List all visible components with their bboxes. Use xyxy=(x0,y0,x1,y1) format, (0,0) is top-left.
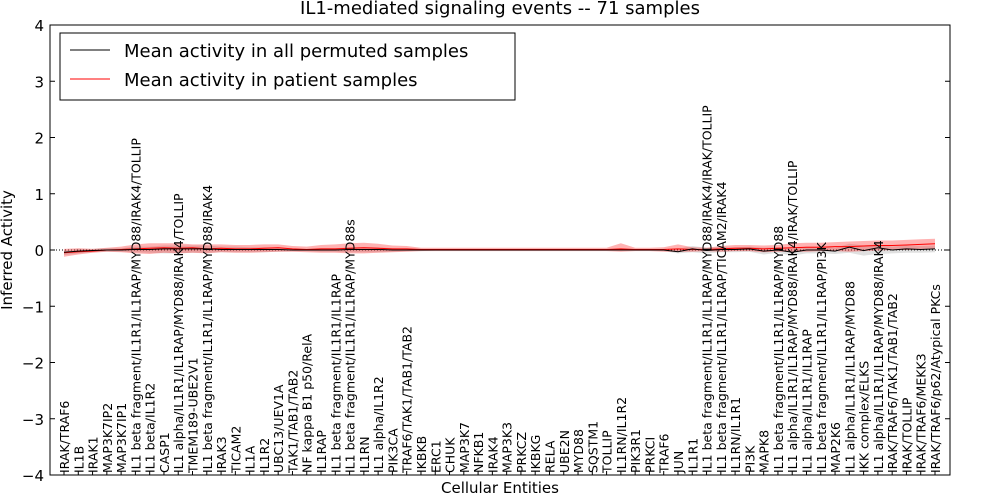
y-tick-label: 4 xyxy=(34,17,44,35)
x-tick-label: IL1 alpha/IL1R1/IL1RAP xyxy=(799,329,814,473)
x-tick-label: TOLLIP xyxy=(600,430,615,474)
x-tick-label: IL1RAP xyxy=(314,430,329,473)
x-tick-label: IL1 beta/IL1R2 xyxy=(143,383,158,473)
x-tick-label: IRAK4 xyxy=(485,436,500,473)
x-tick-label: IL1R2 xyxy=(257,438,272,473)
x-tick-label: IL1 alpha/IL1R2 xyxy=(371,376,386,473)
x-tick-label: PI3K xyxy=(742,445,757,473)
legend-label-patient: Mean activity in patient samples xyxy=(124,70,418,91)
x-tick-label: IKK complex/ELKS xyxy=(857,361,872,473)
x-tick-label: IKBKG xyxy=(528,435,543,473)
x-tick-label: TRAF6/TAK1/TAB1/TAB2 xyxy=(400,326,415,474)
x-tick-label: MAP2K6 xyxy=(828,422,843,473)
x-tick-label: MYD88 xyxy=(571,429,586,473)
x-tick-label: IRAK3 xyxy=(214,436,229,473)
x-tick-label: IRAK/TOLLIP xyxy=(899,397,914,473)
x-tick-label: MAP3K7IP1 xyxy=(114,403,129,473)
x-tick-label: JUN xyxy=(671,451,686,474)
y-tick-label: 3 xyxy=(34,73,44,91)
x-tick-label: IL1A xyxy=(243,445,258,473)
x-tick-label: MAP3K7 xyxy=(457,422,472,473)
y-axis-label: Inferred Activity xyxy=(0,190,16,310)
x-tick-label: TRAF6 xyxy=(657,433,672,474)
y-tick-label: −1 xyxy=(22,298,44,316)
x-tick-label: NF kappa B1 p50/RelA xyxy=(300,333,315,473)
x-tick-label: TICAM2 xyxy=(228,426,243,474)
legend-box xyxy=(59,32,516,101)
legend-label-permuted: Mean activity in all permuted samples xyxy=(124,41,468,62)
x-tick-label: IL1 beta fragment/IL1R1/IL1RAP/MYD88/IRA… xyxy=(200,185,215,473)
x-tick-label: IRAK/TRAF6/p62/Atypical PKCs xyxy=(928,284,943,473)
x-tick-label: IL1R1 xyxy=(685,438,700,473)
x-tick-label: MAPK8 xyxy=(757,430,772,473)
x-tick-label: IL1 alpha/IL1R1/IL1RAP/MYD88/IRAK4/IRAK/… xyxy=(785,160,800,473)
x-tick-label: IL1 beta fragment/IL1R1/IL1RAP/MYD88s xyxy=(343,219,358,473)
x-tick-label: IL1 alpha/IL1R1/IL1RAP/MYD88 xyxy=(842,281,857,473)
legend: Mean activity in all permuted samples Me… xyxy=(59,32,516,101)
x-tick-label: RELA xyxy=(542,440,557,473)
x-tick-label: IRAK1 xyxy=(86,436,101,473)
x-tick-label: PIK3CA xyxy=(385,428,400,473)
permuted-mean-line xyxy=(63,246,936,253)
x-tick-label: IL1 beta fragment/IL1R1/IL1RAP/TICAM2/IR… xyxy=(714,182,729,473)
x-tick-label: IRAK/TRAF6/TAK1/TAB1/TAB2 xyxy=(885,293,900,473)
x-tick-label: CASP1 xyxy=(157,432,172,473)
y-tick-label: 0 xyxy=(34,242,44,260)
x-tick-label: IKBKB xyxy=(414,436,429,473)
x-tick-label: IL1B xyxy=(71,446,86,473)
x-tick-label: CHUK xyxy=(443,437,458,473)
x-tick-label: IL1 alpha/IL1R1/IL1RAP/MYD88/IRAK4/TOLLI… xyxy=(171,193,186,473)
x-tick-label: NFKB1 xyxy=(471,432,486,473)
x-tick-label: IL1RN xyxy=(357,436,372,473)
x-tick-label: TAK1/TAB1/TAB2 xyxy=(285,370,300,474)
patient-band xyxy=(64,238,935,257)
y-tick-label: −3 xyxy=(22,411,44,429)
y-tick-label: 2 xyxy=(34,130,44,148)
x-tick-label: IRAK/TRAF6 xyxy=(57,401,72,473)
x-tick-label: IL1RN/IL1R2 xyxy=(614,397,629,473)
y-tick-label: 1 xyxy=(34,186,44,204)
x-tick-label: IL1 beta fragment/IL1R1/IL1RAP/MYD88/IRA… xyxy=(700,105,715,473)
x-tick-label: UBC13/UEV1A xyxy=(271,384,286,473)
x-tick-label: IL1 alpha/IL1R1/IL1RAP/MYD88/IRAK4 xyxy=(871,240,886,473)
x-tick-label: SQSTM1 xyxy=(585,421,600,473)
x-tick-label: IL1 beta fragment/IL1R1/IL1RAP/PI3K xyxy=(814,242,829,473)
x-tick-label: IL1 beta fragment/IL1R1/IL1RAP/MYD88 xyxy=(771,226,786,473)
x-axis-label: Cellular Entities xyxy=(441,479,559,497)
x-tick-label: MAP3K3 xyxy=(500,422,515,473)
y-tick-label: −2 xyxy=(22,355,44,373)
x-tick-label: PRKCZ xyxy=(514,432,529,473)
x-tick-label: IL1 beta fragment/IL1R1/IL1RAP/MYD88/IRA… xyxy=(128,138,143,473)
x-tick-label: IL1 beta fragment/IL1R1/IL1RAP xyxy=(328,273,343,473)
x-tick-label: ERC1 xyxy=(428,440,443,473)
y-tick-label: −4 xyxy=(22,467,44,485)
x-tick-label: TMEM189-UBE2V1 xyxy=(186,357,201,474)
x-tick-label: IL1RN/IL1R1 xyxy=(728,397,743,473)
x-tick-label: UBE2N xyxy=(557,430,572,473)
x-tick-label: PIK3R1 xyxy=(628,429,643,473)
x-tick-label: MAP3K7IP2 xyxy=(100,403,115,473)
x-tick-label: PRKCI xyxy=(642,437,657,473)
chart-title: IL1-mediated signaling events -- 71 samp… xyxy=(300,0,700,19)
x-tick-label: IRAK/TRAF6/MEKK3 xyxy=(914,353,929,473)
